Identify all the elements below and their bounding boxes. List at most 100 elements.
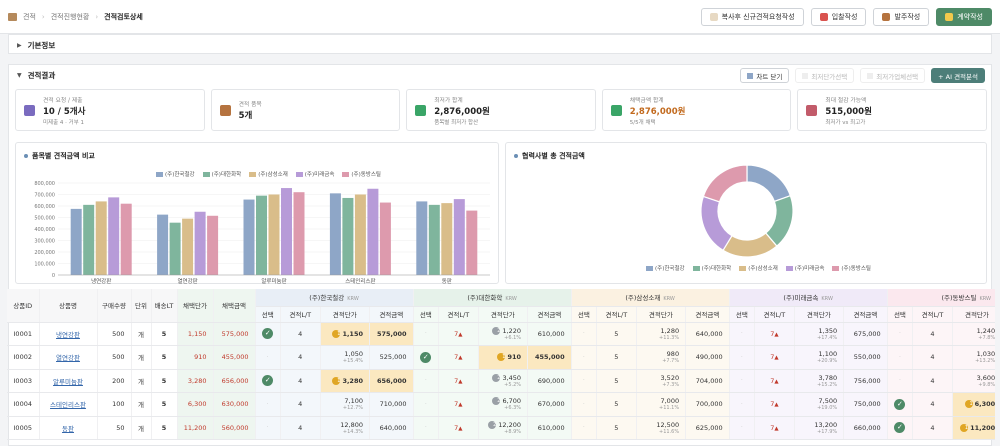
contract-button[interactable]: 계약작성	[936, 7, 992, 26]
rank-medal-icon: 2	[492, 326, 501, 335]
select-cell[interactable]: ·	[887, 369, 914, 393]
select-cell[interactable]: ✓	[887, 416, 914, 440]
select-cell[interactable]: ·	[571, 392, 598, 417]
triangle-up-icon: ▲	[774, 402, 779, 409]
uncheck-icon[interactable]: ·	[582, 330, 585, 338]
select-cell[interactable]: ·	[887, 345, 914, 370]
select-cell[interactable]: ✓	[413, 345, 440, 370]
select-cell[interactable]: ·	[571, 345, 598, 370]
uncheck-icon[interactable]: ·	[740, 424, 743, 432]
bid-button[interactable]: 입찰작성	[810, 7, 867, 26]
quote-price-line: 1,350	[795, 327, 838, 335]
uncheck-icon[interactable]: ·	[266, 400, 269, 408]
rank-medal-icon: 1	[497, 353, 506, 362]
uncheck-icon[interactable]: ·	[424, 330, 427, 338]
select-cell[interactable]: ·	[729, 392, 756, 417]
uncheck-icon[interactable]: ·	[898, 377, 901, 385]
legend-label: (주)삼성소재	[258, 172, 288, 178]
select-cell[interactable]: ·	[413, 369, 440, 393]
ai-analysis-button[interactable]: + AI 견적분석	[931, 68, 985, 83]
column-header[interactable]: 상품명	[39, 289, 98, 323]
select-cell[interactable]: ·	[255, 392, 281, 417]
home-icon[interactable]	[8, 12, 17, 21]
quote-price-line: 3,780	[795, 374, 838, 382]
select-cell[interactable]: ✓	[887, 392, 914, 417]
uncheck-icon[interactable]: ·	[898, 353, 901, 361]
adopted-unit-price: 910	[177, 345, 214, 370]
select-cell[interactable]: ✓	[255, 322, 281, 346]
breadcrumb-current: 견적검토상세	[104, 12, 143, 21]
product-name-link[interactable]: 냉연강판	[56, 330, 80, 339]
select-cell[interactable]: ·	[255, 416, 281, 440]
uncheck-icon[interactable]: ·	[582, 400, 585, 408]
breadcrumb-item[interactable]: 견적	[23, 12, 36, 21]
check-icon[interactable]: ✓	[262, 328, 274, 340]
uncheck-icon[interactable]: ·	[424, 400, 427, 408]
select-cell[interactable]: ·	[729, 345, 756, 370]
copy-new-request-button[interactable]: 복사후 신규견적요청작성	[700, 7, 804, 26]
select-cell[interactable]: ·	[255, 345, 281, 370]
basic-info-section[interactable]: ▶ 기본정보	[8, 34, 992, 54]
column-header[interactable]: 구매수량	[97, 289, 132, 323]
uncheck-icon[interactable]: ·	[424, 424, 427, 432]
select-cell[interactable]: ✓	[255, 369, 281, 393]
quote-lt-cell: 4	[912, 345, 953, 370]
select-cell[interactable]: ·	[887, 322, 914, 346]
quote-price: 1,280	[660, 326, 680, 335]
uncheck-icon[interactable]: ·	[582, 353, 585, 361]
select-cell[interactable]: ·	[729, 416, 756, 440]
legend-item: (주)대한화학	[202, 170, 241, 178]
uncheck-icon[interactable]: ·	[266, 353, 269, 361]
quote-amount: 675,000	[843, 322, 888, 346]
column-header[interactable]: 채택금액	[213, 289, 256, 323]
breadcrumb-item[interactable]: 견적진행현황	[50, 12, 90, 21]
column-header[interactable]: 채택단가	[177, 289, 214, 323]
product-name-link[interactable]: 동판	[62, 424, 74, 433]
quote-price-cell: 12,800 +14.3%	[320, 416, 370, 440]
kpi-icon	[219, 104, 231, 116]
price-diff-percent: +15.4%	[342, 358, 363, 365]
select-cell[interactable]: ·	[571, 416, 598, 440]
select-cell[interactable]: ·	[413, 392, 440, 417]
quote-price-cell: 980 +7.7%	[636, 345, 687, 370]
quote-price: 7,000	[660, 397, 680, 406]
kpi-sub: 미제출 4 · 거부 1	[43, 119, 85, 126]
column-header[interactable]: 상품ID	[7, 289, 40, 323]
uncheck-icon[interactable]: ·	[740, 400, 743, 408]
uncheck-icon[interactable]: ·	[740, 330, 743, 338]
adopted-amount: 560,000	[213, 416, 256, 440]
adopted-unit-price: 11,200	[177, 416, 214, 440]
product-name-link[interactable]: 열연강판	[56, 354, 80, 363]
lowest-company-select-button[interactable]: 최저가업체선택	[860, 68, 926, 83]
uncheck-icon[interactable]: ·	[266, 424, 269, 432]
quote-price: 1,030	[976, 350, 995, 359]
quote-price: 7,500	[818, 397, 838, 406]
check-icon[interactable]: ✓	[894, 422, 906, 434]
product-name-link[interactable]: 스테인리스판	[50, 401, 86, 410]
select-cell[interactable]: ·	[729, 369, 756, 393]
uncheck-icon[interactable]: ·	[582, 377, 585, 385]
chart-close-button[interactable]: 차트 닫기	[740, 68, 790, 83]
product-name-link[interactable]: 알루미늄판	[53, 377, 83, 386]
uncheck-icon[interactable]: ·	[424, 377, 427, 385]
lowest-price-select-button[interactable]: 최저단가선택	[795, 68, 855, 83]
uncheck-icon[interactable]: ·	[740, 353, 743, 361]
uncheck-icon[interactable]: ·	[740, 377, 743, 385]
quote-price: 11,200	[970, 423, 995, 432]
select-cell[interactable]: ·	[571, 322, 598, 346]
column-header[interactable]: 배송LT	[151, 289, 178, 323]
uncheck-icon[interactable]: ·	[898, 330, 901, 338]
column-header[interactable]: 단위	[131, 289, 152, 323]
select-cell[interactable]: ·	[571, 369, 598, 393]
uncheck-icon[interactable]: ·	[582, 424, 585, 432]
chevron-down-icon[interactable]: ▼	[17, 71, 22, 79]
order-button[interactable]: 발주작성	[873, 7, 930, 26]
check-icon[interactable]: ✓	[262, 375, 274, 387]
kpi-body: 최저가 합계 2,876,000원 품목별 최저가 합산	[434, 95, 490, 126]
select-cell[interactable]: ·	[413, 416, 440, 440]
check-icon[interactable]: ✓	[894, 398, 906, 410]
select-cell[interactable]: ·	[729, 322, 756, 346]
legend-item: (주)삼성소재	[739, 264, 778, 272]
select-cell[interactable]: ·	[413, 322, 440, 346]
check-icon[interactable]: ✓	[420, 351, 432, 363]
